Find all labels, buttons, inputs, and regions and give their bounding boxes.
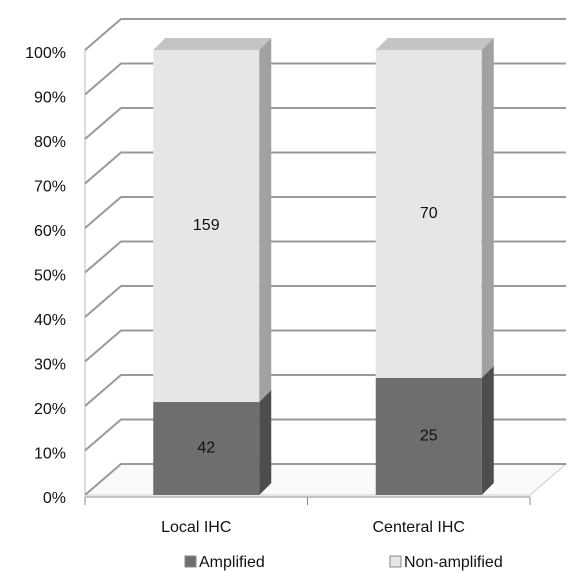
y-tick-label: 50% [34, 268, 66, 285]
y-tick-label: 100% [25, 45, 66, 62]
grid-line [84, 18, 566, 51]
bar-segment [153, 402, 260, 495]
bar-segment-side [481, 365, 494, 495]
y-tick-label: 70% [34, 179, 66, 196]
data-label: 25 [420, 428, 438, 445]
y-tick-label: 30% [34, 357, 66, 374]
y-tick-label: 10% [34, 446, 66, 463]
data-label: 42 [197, 440, 215, 457]
legend-swatch [184, 555, 197, 568]
y-tick-label: 40% [34, 312, 66, 329]
y-tick-label: 60% [34, 223, 66, 240]
bar-top [153, 38, 272, 50]
y-tick-label: 0% [43, 490, 66, 507]
x-tick-label: Centeral IHC [373, 519, 465, 536]
bar-segment-side [259, 38, 272, 403]
y-tick-label: 20% [34, 401, 66, 418]
data-label: 70 [420, 205, 438, 222]
y-tick-label: 90% [34, 90, 66, 107]
bar-segment [375, 50, 482, 378]
bar-top [375, 38, 494, 50]
legend-label: Non-amplified [404, 554, 503, 571]
y-tick-label: 80% [34, 134, 66, 151]
bar-segment [375, 377, 482, 495]
bar-segment-side [481, 38, 494, 378]
data-label: 159 [193, 217, 220, 234]
x-tick-label: Local IHC [161, 519, 231, 536]
legend-label: Amplified [199, 554, 265, 571]
legend-swatch [389, 555, 402, 568]
bar-segment-side [259, 390, 272, 495]
bar-segment [153, 50, 260, 403]
